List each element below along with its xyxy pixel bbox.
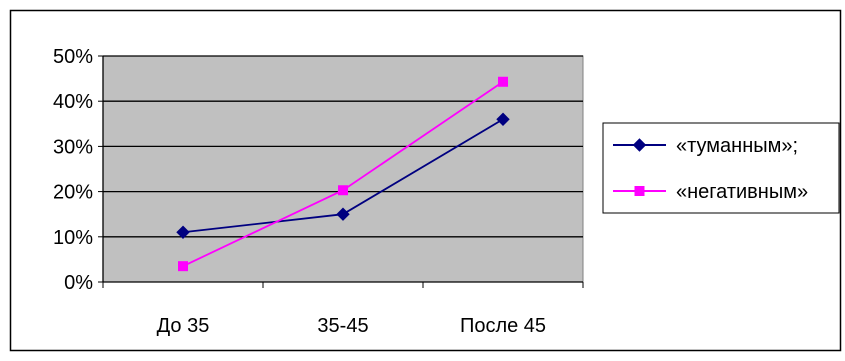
legend-box bbox=[602, 122, 840, 214]
y-tick-label: 0% bbox=[64, 272, 93, 294]
y-tick-label: 50% bbox=[53, 46, 93, 68]
y-tick-label: 30% bbox=[53, 136, 93, 158]
y-tick-label: 20% bbox=[53, 182, 93, 204]
legend-label: «туманным»; bbox=[676, 135, 798, 157]
x-tick-label: До 35 bbox=[157, 315, 210, 337]
data-point bbox=[176, 225, 190, 239]
series bbox=[176, 76, 510, 272]
axes bbox=[98, 55, 584, 288]
data-point bbox=[336, 207, 350, 221]
legend: «туманным»; «негативным» bbox=[602, 122, 840, 214]
legend-marker bbox=[632, 138, 647, 152]
data-point bbox=[338, 185, 348, 196]
x-tick-labels: До 35 35-45 После 45 bbox=[157, 315, 546, 337]
x-tick-label: 35-45 bbox=[317, 315, 368, 337]
y-tick-labels: 0% 10% 20% 30% 40% 50% bbox=[53, 46, 93, 294]
y-tick-label: 10% bbox=[53, 227, 93, 249]
data-point bbox=[496, 112, 510, 126]
data-point bbox=[178, 261, 188, 272]
plot-area bbox=[102, 55, 584, 283]
legend-marker bbox=[634, 186, 645, 196]
data-point bbox=[498, 76, 508, 87]
legend-label: «негативным» bbox=[676, 181, 808, 203]
x-tick-label: После 45 bbox=[460, 315, 546, 337]
y-tick-label: 40% bbox=[53, 91, 93, 113]
